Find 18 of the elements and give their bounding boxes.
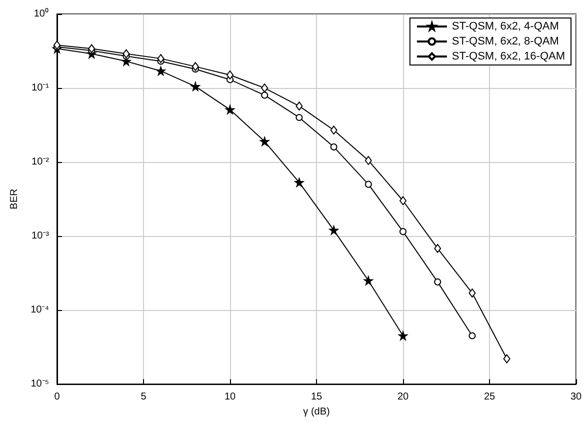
y-axis-title: BER bbox=[9, 188, 20, 210]
legend-label: ST-QSM, 6x2, 8-QAM bbox=[452, 36, 559, 48]
x-axis-title: γ (dB) bbox=[303, 406, 330, 418]
x-tick-label: 5 bbox=[140, 392, 147, 403]
x-tick-label: 15 bbox=[310, 392, 322, 403]
y-tick-label: 10⁻⁵ bbox=[30, 378, 49, 390]
y-tick-label: 10⁻¹ bbox=[32, 82, 50, 94]
x-tick-label: 0 bbox=[54, 392, 60, 403]
y-tick-label: 10⁻³ bbox=[32, 230, 50, 242]
x-tick-label: 10 bbox=[224, 392, 236, 403]
legend-label: ST-QSM, 6x2, 4-QAM bbox=[452, 20, 559, 32]
y-tick-label: 10⁰ bbox=[34, 8, 49, 20]
x-tick-label: 25 bbox=[484, 392, 496, 403]
y-tick-label: 10⁻² bbox=[32, 156, 50, 168]
y-tick-label: 10⁻⁴ bbox=[30, 304, 49, 316]
x-tick-label: 20 bbox=[397, 392, 409, 403]
legend-label: ST-QSM, 6x2, 16-QAM bbox=[452, 50, 566, 62]
x-tick-label: 30 bbox=[570, 392, 582, 403]
